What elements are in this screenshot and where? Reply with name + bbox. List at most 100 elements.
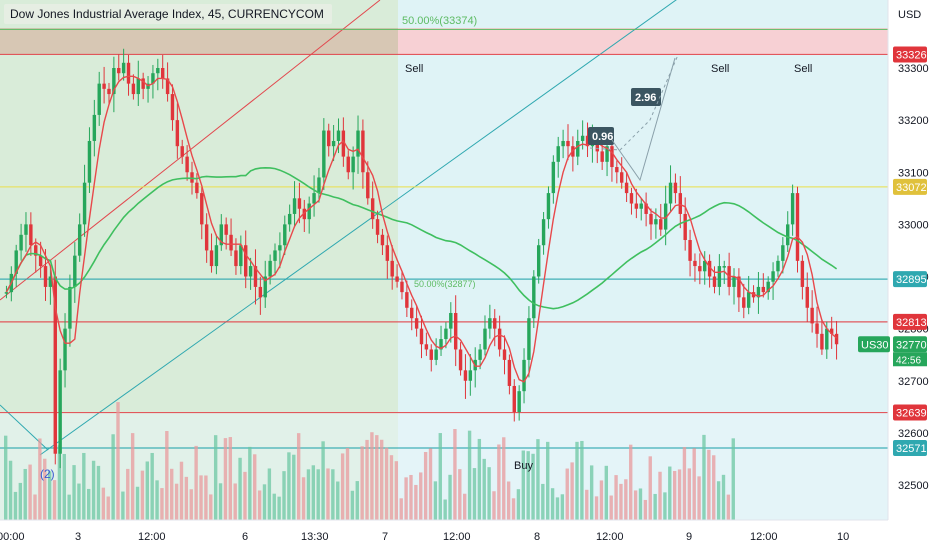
callout-text-1: 0.96 bbox=[592, 131, 613, 143]
volume-bar bbox=[570, 462, 574, 520]
candle bbox=[522, 359, 526, 392]
volume-bar bbox=[96, 465, 101, 520]
volume-bar bbox=[624, 479, 628, 520]
volume-bar bbox=[326, 468, 330, 520]
volume-bar bbox=[287, 452, 291, 520]
volume-bar bbox=[248, 446, 252, 520]
price-tick-label: 33100 bbox=[898, 167, 929, 179]
candle bbox=[263, 276, 267, 298]
volume-bar bbox=[467, 430, 472, 520]
volume-bar bbox=[458, 469, 462, 520]
volume-bar bbox=[111, 434, 115, 520]
volume-bar bbox=[575, 441, 579, 520]
volume-bar bbox=[599, 480, 604, 520]
candle bbox=[742, 297, 746, 308]
candle bbox=[366, 172, 370, 199]
price-tag-label: 33326 bbox=[896, 49, 927, 61]
candle bbox=[615, 167, 619, 173]
candle bbox=[429, 349, 433, 360]
volume-bar bbox=[589, 465, 594, 520]
volume-bar bbox=[668, 466, 672, 520]
price-tag bbox=[893, 46, 927, 63]
symbol-tag bbox=[858, 336, 890, 353]
volume-bar bbox=[57, 445, 62, 520]
volume-bar bbox=[23, 468, 27, 520]
volume-bar bbox=[331, 469, 335, 520]
volume-bar bbox=[116, 402, 120, 520]
volume-bar bbox=[62, 453, 66, 520]
candle bbox=[649, 213, 653, 225]
volume-bar bbox=[189, 489, 193, 520]
candle bbox=[698, 266, 702, 272]
candle bbox=[732, 276, 736, 287]
candle bbox=[507, 359, 512, 386]
projection-path bbox=[611, 57, 676, 182]
volume-bar bbox=[707, 449, 711, 520]
candle bbox=[546, 193, 551, 220]
candle bbox=[273, 250, 277, 261]
volume-bar bbox=[560, 494, 565, 520]
candle bbox=[624, 182, 629, 194]
volume-bar bbox=[672, 470, 677, 520]
volume-bar bbox=[419, 472, 423, 520]
volume-bar bbox=[179, 461, 184, 520]
candle bbox=[629, 193, 634, 204]
volume-bar bbox=[580, 440, 584, 520]
volume-bar bbox=[414, 484, 418, 520]
candle bbox=[707, 260, 712, 277]
candle bbox=[156, 68, 160, 74]
candle bbox=[63, 328, 67, 371]
volume-bar bbox=[594, 496, 599, 520]
volume-bar bbox=[194, 445, 198, 520]
volume-bar bbox=[389, 455, 394, 520]
candle bbox=[53, 276, 57, 454]
candle bbox=[297, 198, 302, 209]
candle bbox=[302, 208, 307, 220]
volume-bar bbox=[731, 438, 735, 520]
volume-bar bbox=[296, 433, 301, 520]
candle bbox=[38, 255, 43, 267]
candle bbox=[805, 286, 809, 308]
candle bbox=[77, 224, 82, 256]
volume-bar bbox=[614, 475, 618, 520]
volume-bar bbox=[301, 477, 306, 520]
candle bbox=[673, 182, 678, 194]
volume-bar bbox=[277, 496, 281, 520]
volume-bar bbox=[550, 488, 555, 520]
candle bbox=[107, 88, 111, 95]
volume-bar bbox=[585, 489, 589, 520]
volume-bar bbox=[282, 471, 286, 520]
volume-bar bbox=[677, 469, 682, 520]
slow-moving-average bbox=[5, 166, 838, 310]
candle bbox=[29, 224, 33, 246]
candle bbox=[434, 349, 438, 360]
volume-bar bbox=[375, 435, 379, 520]
candle bbox=[126, 62, 131, 84]
volume-bar bbox=[555, 497, 560, 520]
volume-bar bbox=[697, 476, 701, 520]
volume-bar bbox=[213, 435, 218, 520]
sell-label: Sell bbox=[794, 63, 812, 75]
volume-bar bbox=[712, 455, 716, 520]
candle bbox=[786, 224, 790, 246]
candle bbox=[190, 172, 194, 183]
candle bbox=[4, 292, 9, 294]
volume-bar bbox=[633, 490, 638, 520]
price-tag bbox=[893, 313, 927, 330]
price-tick-label: 33300 bbox=[898, 63, 929, 75]
candle bbox=[468, 370, 473, 381]
candle bbox=[478, 349, 482, 360]
price-tag-label: 33072 bbox=[896, 182, 927, 194]
candle bbox=[317, 177, 321, 194]
candle bbox=[165, 78, 170, 95]
price-tick-label: 33200 bbox=[898, 115, 929, 127]
candle bbox=[244, 245, 248, 277]
volume-bar bbox=[253, 454, 257, 520]
trend-line-teal bbox=[39, 0, 677, 456]
candle bbox=[766, 281, 770, 293]
volume-bar bbox=[350, 490, 355, 520]
volume-bar bbox=[360, 446, 364, 520]
candle bbox=[239, 245, 243, 267]
price-tick-label: 32700 bbox=[898, 376, 929, 388]
